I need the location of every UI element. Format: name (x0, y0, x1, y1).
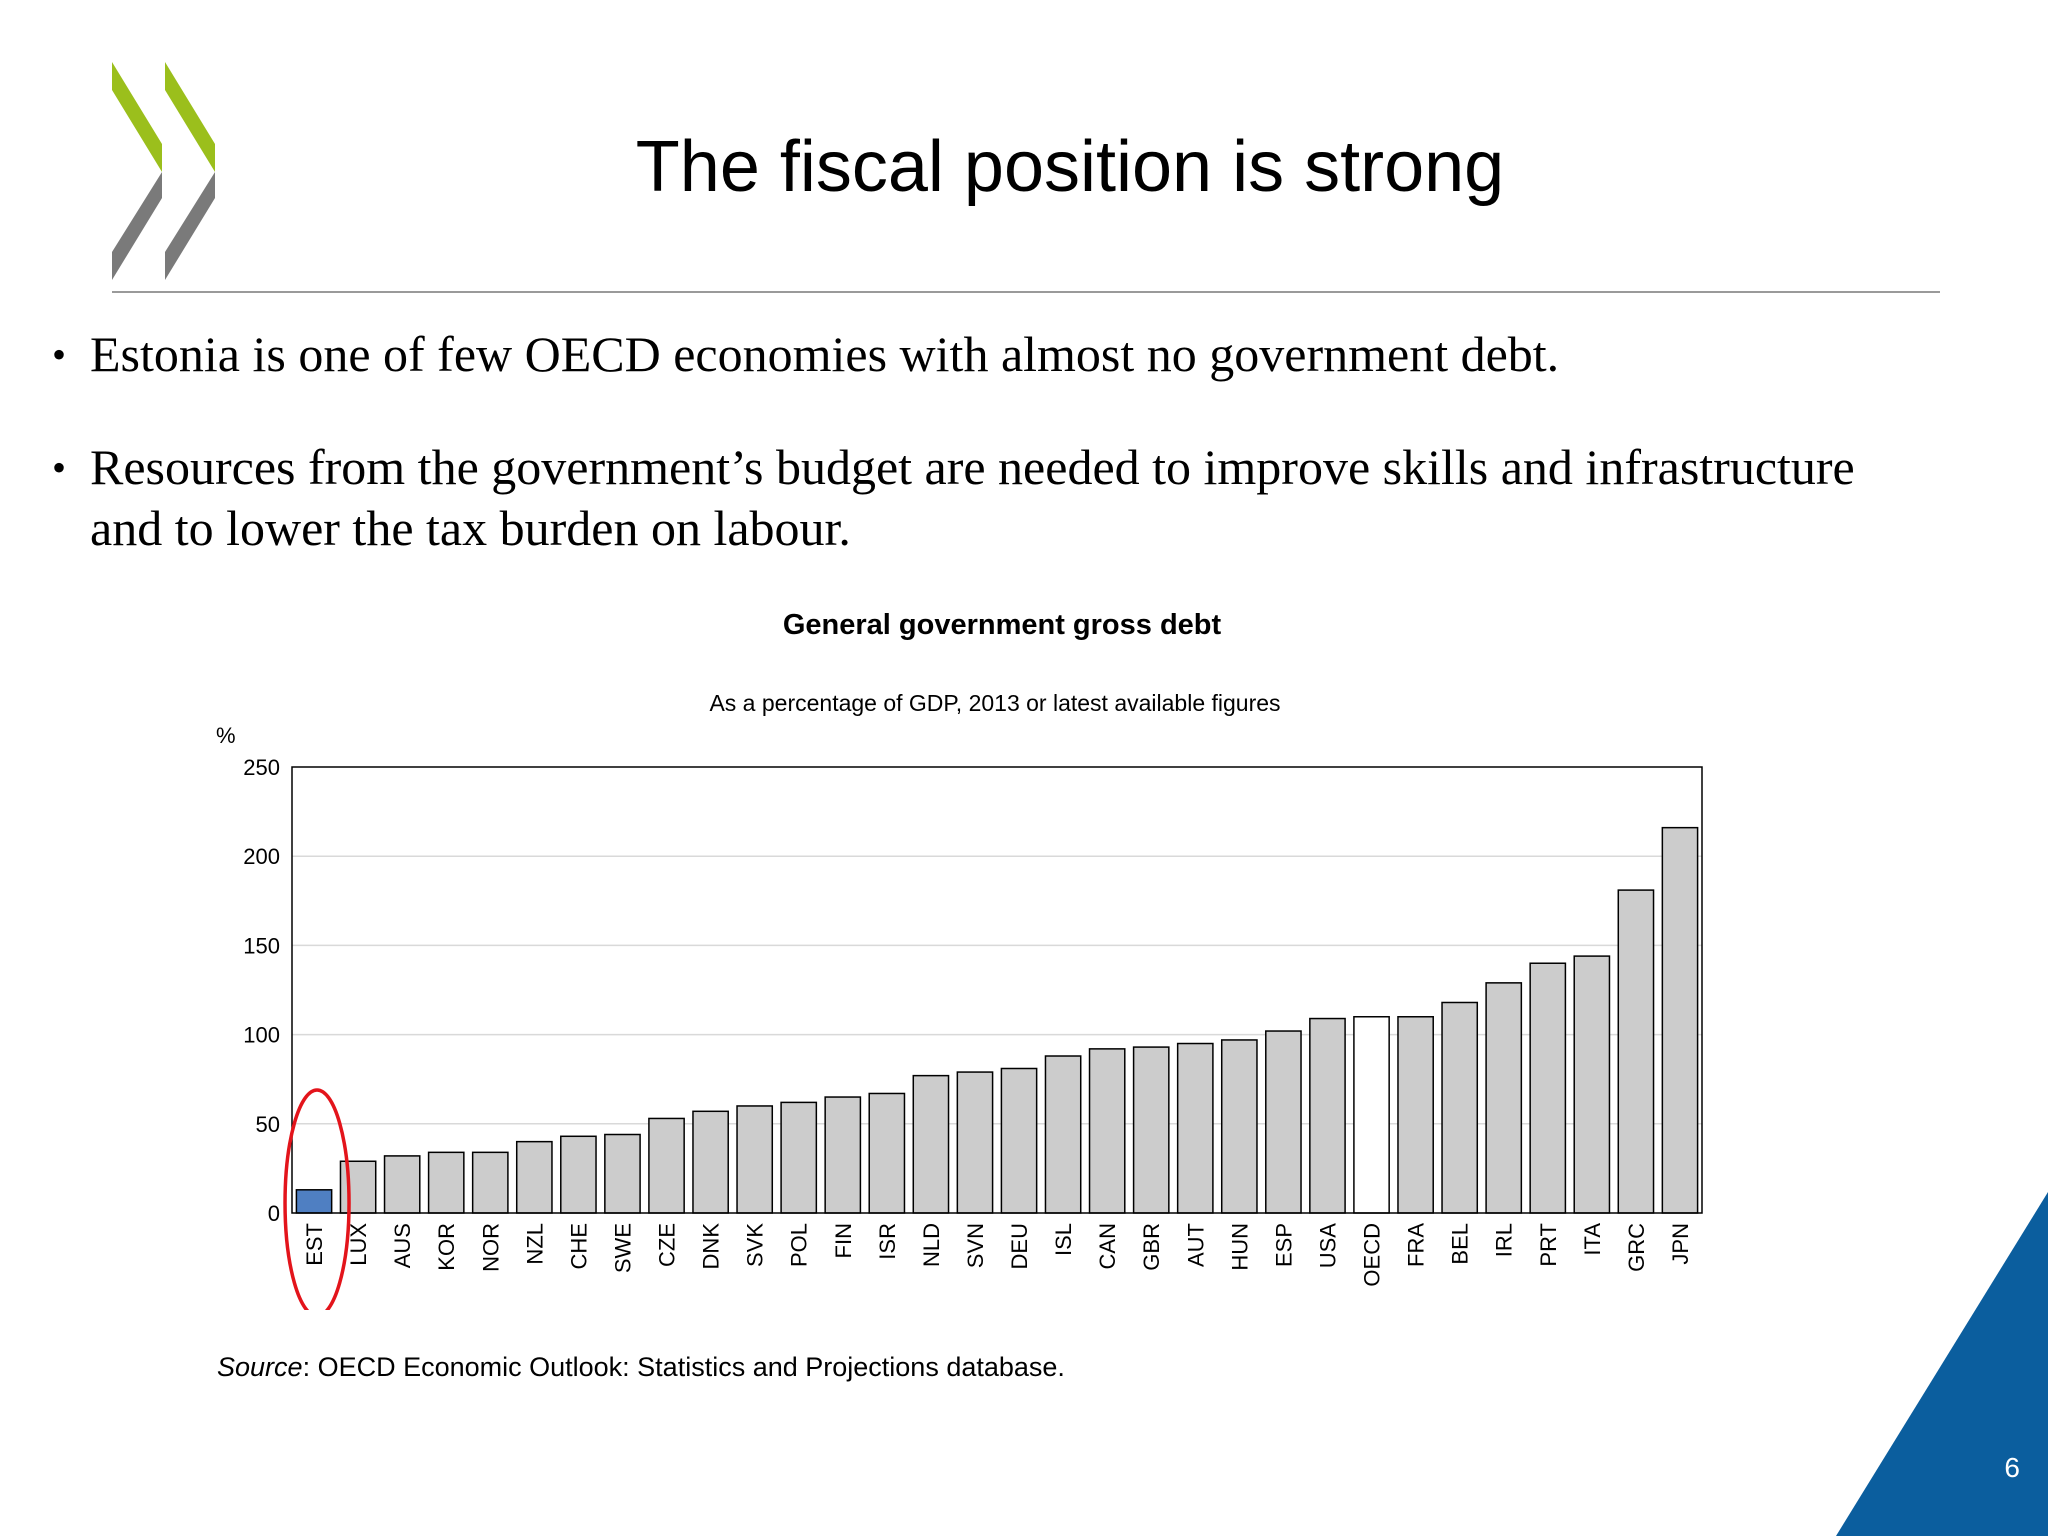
bar-svn (956, 1071, 994, 1214)
bar-isl (1044, 1055, 1082, 1214)
highlight-ellipse (283, 1088, 351, 1310)
y-tick-label: 200 (243, 844, 280, 869)
logo-chevron-right-green (165, 62, 215, 172)
x-tick-label: DNK (699, 1223, 724, 1270)
x-tick-label: SVK (743, 1223, 768, 1267)
x-tick-label: GBR (1139, 1223, 1164, 1271)
x-tick-label: SVN (963, 1223, 988, 1268)
x-tick-label: SWE (610, 1223, 635, 1273)
bar-grc (1617, 889, 1655, 1214)
bar-prt (1529, 962, 1567, 1214)
bar-deu (1000, 1067, 1038, 1214)
source-label: Source (217, 1352, 303, 1382)
bullet-item: • Resources from the government’s budget… (52, 437, 1892, 559)
slide-title: The fiscal position is strong (635, 127, 1505, 207)
x-tick-label: BEL (1448, 1223, 1473, 1265)
bullet-glyph: • (52, 445, 67, 490)
bar-swe (604, 1133, 641, 1214)
x-tick-label: CAN (1095, 1223, 1120, 1269)
bar-irl (1485, 982, 1523, 1214)
bar-cze (648, 1117, 685, 1214)
bar-bel (1441, 1001, 1479, 1214)
y-tick-label: 150 (243, 933, 280, 958)
x-tick-label: NZL (522, 1223, 547, 1265)
y-tick-label: 0 (268, 1201, 280, 1226)
y-tick-label: 250 (243, 755, 280, 780)
bullet-glyph: • (52, 332, 67, 377)
x-tick-label: LUX (346, 1223, 371, 1266)
plot-frame (291, 766, 1703, 1214)
bar-esp (1265, 1030, 1302, 1214)
bar-nld (912, 1074, 950, 1214)
x-tick-label: NOR (478, 1223, 503, 1272)
x-tick-label: OECD (1360, 1223, 1385, 1287)
x-tick-label: AUT (1183, 1223, 1208, 1267)
x-tick-label: IRL (1492, 1223, 1517, 1257)
x-tick-label: AUS (390, 1223, 415, 1268)
x-tick-label: JPN (1668, 1223, 1693, 1265)
bullet-item: • Estonia is one of few OECD economies w… (52, 324, 1892, 385)
x-tick-label: ISL (1051, 1223, 1076, 1256)
bar-che (560, 1135, 597, 1214)
x-tick-label: CZE (655, 1223, 680, 1267)
x-tick-label: FRA (1404, 1223, 1429, 1267)
y-tick-label: 50 (256, 1112, 280, 1137)
bullet-text: Resources from the government’s budget a… (90, 439, 1855, 556)
chart-subtitle: As a percentage of GDP, 2013 or latest a… (709, 690, 1280, 716)
bar-usa (1309, 1017, 1346, 1214)
x-tick-label: FIN (831, 1223, 856, 1258)
bar-pol (780, 1101, 818, 1214)
x-tick-label: CHE (566, 1223, 591, 1269)
y-tick-label: 100 (243, 1023, 280, 1048)
logo-chevron-left-green (112, 62, 162, 172)
bar-kor (427, 1151, 465, 1214)
bar-ita (1573, 955, 1611, 1214)
source-text: : OECD Economic Outlook: Statistics and … (302, 1352, 1065, 1382)
oecd-logo (112, 62, 215, 280)
logo-chevron-left-grey (112, 172, 162, 280)
bar-est (295, 1189, 333, 1214)
x-tick-label: USA (1315, 1223, 1340, 1269)
bar-dnk (692, 1110, 729, 1214)
x-tick-label: KOR (434, 1223, 459, 1271)
x-tick-label: ITA (1580, 1223, 1605, 1256)
bar-can (1088, 1048, 1126, 1214)
bar-nor (471, 1151, 509, 1214)
bar-svk (736, 1105, 774, 1214)
x-tick-label: DEU (1007, 1223, 1032, 1269)
x-tick-label: PRT (1536, 1223, 1561, 1267)
page-number: 6 (2004, 1452, 2020, 1483)
debt-bar-chart: General government gross debt As a percen… (216, 609, 1703, 1310)
x-tick-label: ESP (1271, 1223, 1296, 1267)
x-tick-label: GRC (1624, 1223, 1649, 1272)
corner-triangle (1836, 1192, 2048, 1536)
bar-fra (1397, 1016, 1434, 1214)
bar-hun (1220, 1039, 1258, 1214)
x-tick-label: POL (787, 1223, 812, 1267)
bar-oecd (1353, 1016, 1390, 1214)
bar-aut (1176, 1042, 1214, 1214)
bar-aus (383, 1155, 421, 1214)
bar-jpn (1661, 826, 1699, 1214)
y-axis-label: % (216, 723, 236, 748)
chart-title: General government gross debt (783, 609, 1222, 641)
bar-fin (824, 1096, 862, 1214)
bar-isr (868, 1092, 906, 1214)
bar-nzl (515, 1140, 553, 1214)
bar-gbr (1132, 1046, 1170, 1214)
chart-source: Source: OECD Economic Outlook: Statistic… (217, 1352, 1065, 1383)
x-tick-label: HUN (1227, 1223, 1252, 1271)
x-tick-label: NLD (919, 1223, 944, 1267)
x-tick-label: ISR (875, 1223, 900, 1260)
bar-lux (339, 1160, 377, 1214)
bullet-text: Estonia is one of few OECD economies wit… (90, 326, 1560, 382)
x-tick-label: EST (302, 1223, 327, 1266)
bullet-list: • Estonia is one of few OECD economies w… (52, 324, 1892, 611)
title-divider (112, 291, 1940, 293)
logo-chevron-right-grey (165, 172, 215, 280)
